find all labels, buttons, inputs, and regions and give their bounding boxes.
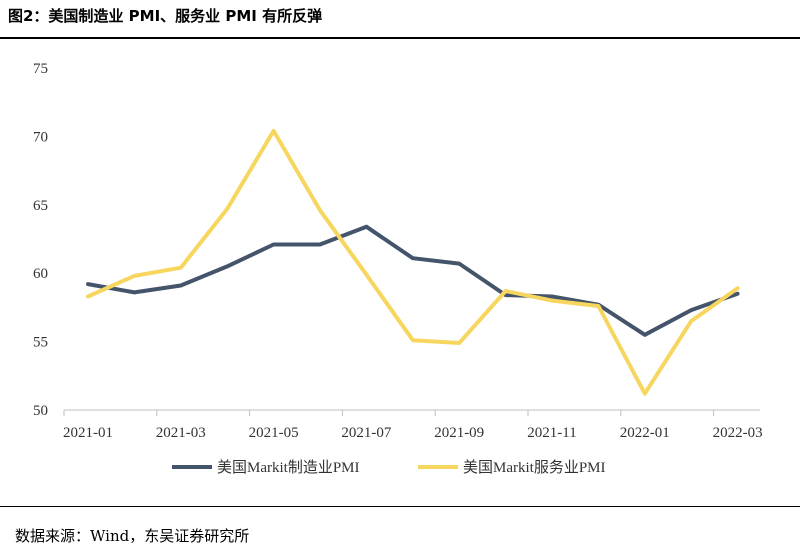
source-note: 数据来源：Wind，东吴证券研究所 — [15, 527, 250, 545]
footer-divider — [0, 506, 800, 507]
x-tick-label: 2022-01 — [620, 425, 670, 441]
y-tick-label: 70 — [33, 129, 48, 145]
x-tick-label: 2021-09 — [434, 425, 484, 441]
x-tick-label: 2021-11 — [527, 425, 576, 441]
x-tick-label: 2021-05 — [249, 425, 299, 441]
x-axis: 2021-01 2021-03 2021-05 2021-07 2021-09 2021-… — [63, 409, 763, 441]
series-line-1 — [86, 224, 740, 337]
y-tick-label: 60 — [33, 266, 48, 282]
x-tick-label: 2021-07 — [341, 425, 391, 441]
x-tick-label: 2022-03 — [713, 425, 763, 441]
series-lines — [86, 128, 740, 396]
legend-label: 美国Markit服务业PMI — [463, 459, 606, 476]
y-tick-label: 55 — [33, 335, 48, 351]
y-tick-label: 50 — [33, 403, 48, 419]
y-axis: 50 55 60 65 70 75 — [33, 61, 48, 419]
x-tick-label: 2021-01 — [63, 425, 113, 441]
y-tick-label: 65 — [33, 198, 48, 214]
series-line-2 — [86, 128, 740, 396]
legend: 美国Markit制造业PMI 美国Markit服务业PMI — [172, 459, 606, 476]
chart-title: 图2：美国制造业 PMI、服务业 PMI 有所反弹 — [8, 7, 323, 25]
title-divider — [0, 37, 800, 39]
x-tick-label: 2021-03 — [156, 425, 206, 441]
legend-label: 美国Markit制造业PMI — [217, 459, 360, 476]
y-tick-label: 75 — [33, 61, 48, 77]
